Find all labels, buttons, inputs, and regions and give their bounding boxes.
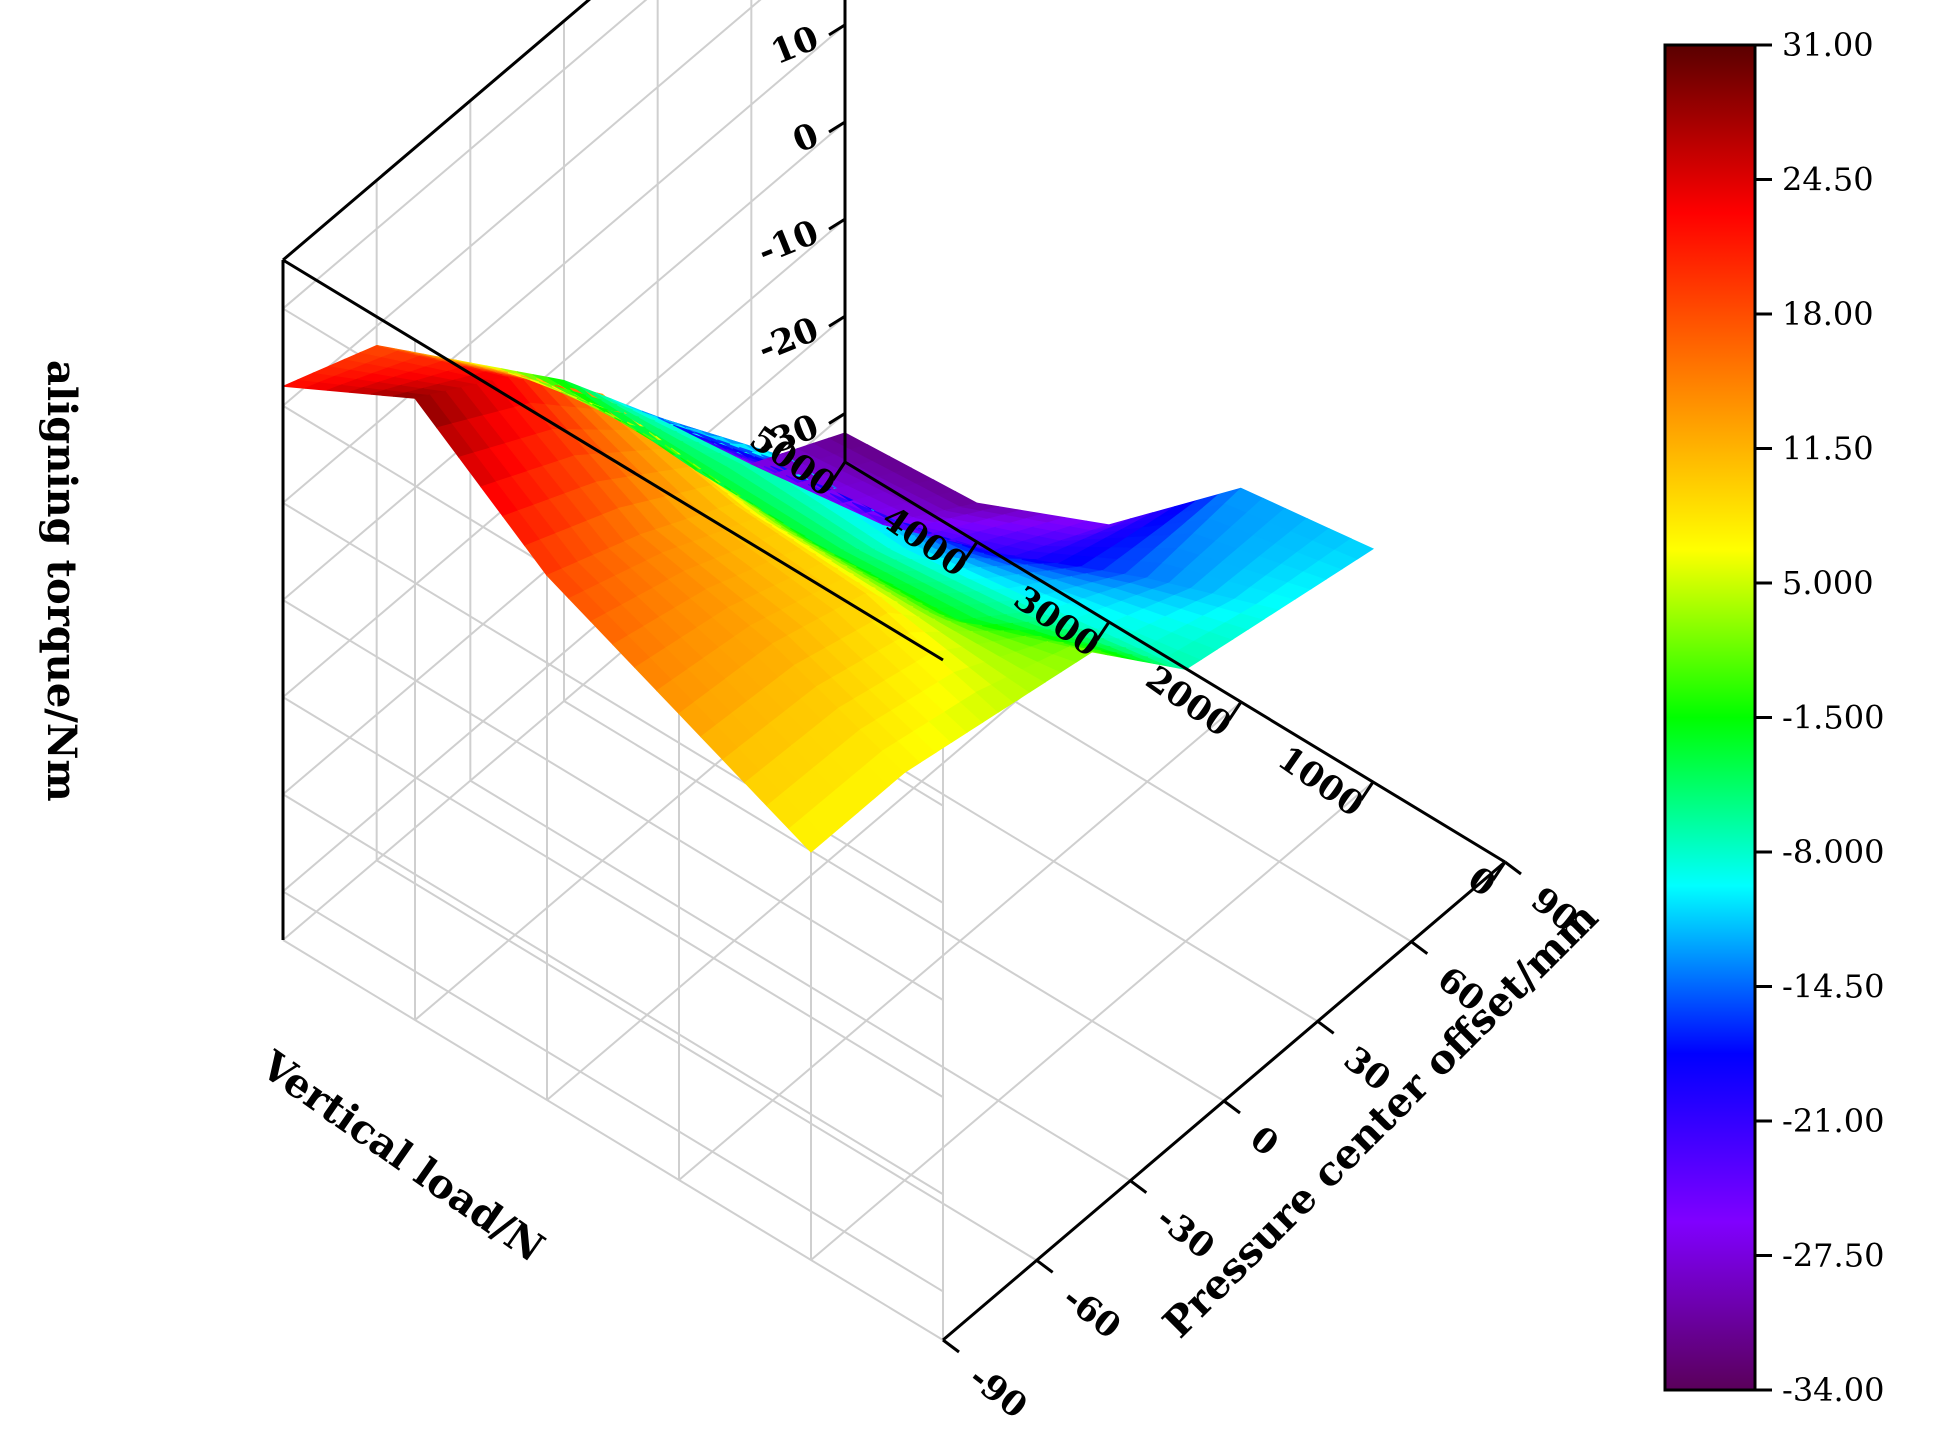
y-tick-label: 0 [1242, 1119, 1285, 1165]
wall-grid-line [282, 24, 846, 504]
wall-grid-line [282, 0, 648, 310]
box-edge [282, 258, 944, 662]
x-tick-mark [831, 461, 847, 481]
colorbar: 31.00 24.50 18.00 11.50 5.000 -1.500 -8.000 -14… [1663, 26, 1884, 1409]
x-tick-mark [963, 541, 979, 561]
surface-cell [1334, 538, 1375, 560]
z-tick-mark [828, 315, 846, 328]
wall-grid-line [282, 121, 846, 601]
y-tick-mark [1129, 1179, 1148, 1194]
floor-grid-line [469, 779, 1131, 1182]
z-axis-title: aligning torque/Nm [38, 360, 85, 802]
wall-grid-line [282, 0, 762, 407]
colorbar-tick-label: 5.000 [1782, 564, 1874, 602]
z-tick-mark [828, 217, 846, 231]
box-edge [282, 0, 592, 262]
y-tick-mark [1504, 860, 1522, 876]
floor-grid-line [563, 700, 1225, 1102]
box-edge [844, 460, 1506, 864]
floor-grid-line [282, 939, 944, 1341]
wall-grid-line [282, 599, 944, 1001]
colorbar-tick-label: -21.00 [1782, 1102, 1884, 1140]
wall-grid-line [282, 890, 944, 1293]
colorbar-gradient [1663, 43, 1757, 1392]
colorbar-tick-label: -1.500 [1782, 699, 1884, 737]
z-tick-mark [828, 23, 846, 37]
colorbar-tick-label: -8.000 [1782, 833, 1884, 871]
colorbar-tick-label: -14.50 [1782, 968, 1884, 1006]
colorbar-tick-label: 24.50 [1782, 161, 1874, 199]
surface-layer [282, 344, 1375, 853]
y-tick-mark [1035, 1259, 1054, 1274]
colorbar-tick-label: -27.50 [1782, 1237, 1884, 1275]
y-axis-title: Pressure center offset/mm [1154, 894, 1607, 1347]
x-tick-mark [1359, 781, 1375, 801]
y-tick-mark [1316, 1020, 1335, 1035]
z-tick-mark [828, 120, 846, 134]
x-tick-mark [1095, 621, 1111, 641]
wall-grid-line [282, 502, 944, 904]
colorbar-tick-label: 18.00 [1782, 295, 1874, 333]
x-tick-mark [1491, 861, 1507, 881]
z-tick-mark [828, 412, 846, 425]
y-tick-mark [1410, 940, 1429, 955]
y-tick-label: -60 [1055, 1278, 1128, 1347]
y-tick-label: -90 [961, 1358, 1034, 1427]
floor-grid-line [376, 859, 1038, 1262]
x-tick-label: 0 [1460, 859, 1502, 905]
colorbar-tick-label: 11.50 [1782, 430, 1874, 468]
x-tick-mark [1227, 701, 1243, 721]
colorbar-tick-label: -34.00 [1782, 1371, 1884, 1409]
colorbar-ticks: 31.00 24.50 18.00 11.50 5.000 -1.500 -8.000 -14… [1755, 26, 1884, 1409]
y-tick-mark [1223, 1099, 1241, 1115]
wall-grid-line [282, 696, 944, 1098]
wall-grid-line [282, 793, 944, 1196]
y-tick-mark [942, 1338, 960, 1354]
colorbar-tick-label: 31.00 [1782, 26, 1874, 64]
